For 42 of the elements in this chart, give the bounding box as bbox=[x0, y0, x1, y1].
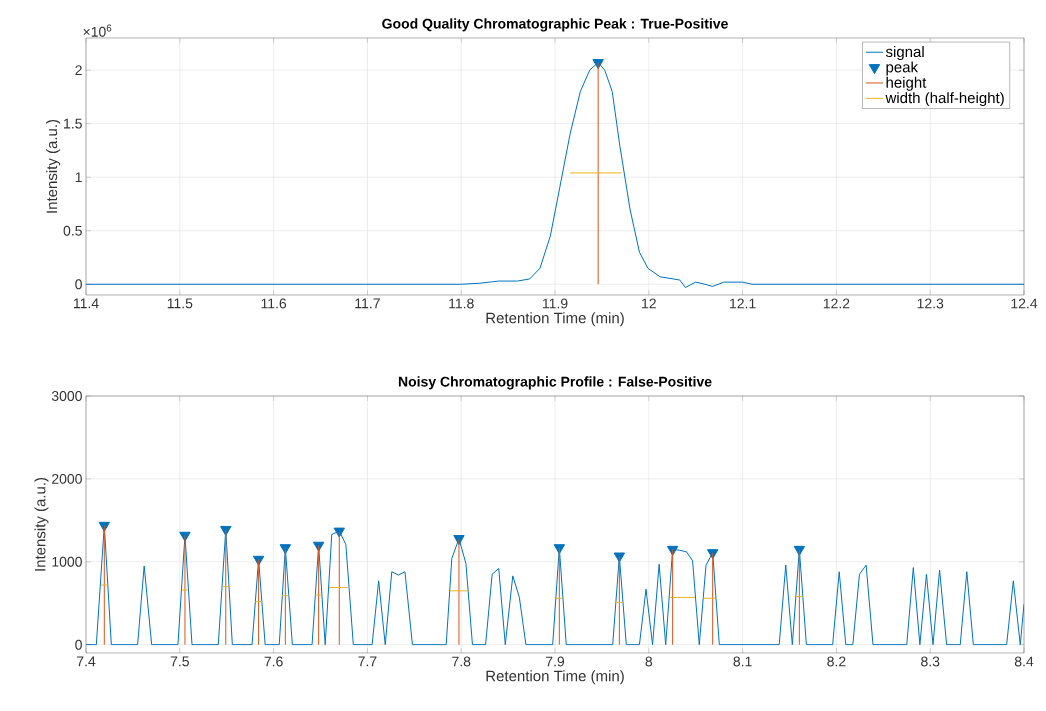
legend-label: signal bbox=[885, 46, 924, 61]
x-tick-label: 7.5 bbox=[170, 656, 189, 667]
x-tick-label: 12.2 bbox=[823, 298, 850, 309]
x-axis-title: Retention Time (min) bbox=[486, 670, 624, 685]
legend-label: height bbox=[886, 76, 927, 91]
y-tick-label: 1000 bbox=[52, 556, 82, 567]
x-axis-title: Retention Time (min) bbox=[486, 312, 624, 327]
x-tick-label: 8.4 bbox=[1014, 656, 1034, 667]
x-tick-label: 11.8 bbox=[449, 298, 474, 309]
y-tick-label: 0.5 bbox=[63, 225, 82, 236]
y-tick-label: 0 bbox=[75, 639, 82, 650]
y-axis-title: Intensity (a.u.) bbox=[46, 119, 61, 213]
x-tick-label: 11.4 bbox=[73, 298, 99, 309]
chart-title: Good Quality Chromatographic Peak : True-Positive bbox=[382, 18, 728, 32]
x-tick-label: 11.7 bbox=[355, 298, 380, 309]
x-tick-label: 8.1 bbox=[733, 656, 752, 667]
text: ×10$^{6}$ bbox=[83, 24, 112, 37]
y-tick-label: 2 bbox=[75, 65, 82, 75]
y-axis-title: Intensity (a.u.) bbox=[34, 477, 49, 571]
y-tick-label: 0 bbox=[75, 279, 82, 290]
x-tick-label: 8 bbox=[645, 656, 653, 667]
x-tick-label: 11.6 bbox=[261, 298, 287, 309]
x-tick-label: 7.8 bbox=[452, 656, 471, 667]
x-tick-label: 8.3 bbox=[921, 656, 940, 667]
chart-title: Noisy Chromatographic Profile : False-Positive bbox=[398, 376, 712, 390]
legend-label: width (half-height) bbox=[885, 92, 1004, 107]
x-tick-label: 7.9 bbox=[546, 656, 565, 667]
x-tick-label: 12.1 bbox=[730, 298, 756, 309]
x-tick-label: 7.6 bbox=[264, 656, 283, 667]
y-tick-label: 3000 bbox=[51, 391, 82, 401]
x-tick-label: 11.9 bbox=[542, 298, 568, 309]
x-tick-label: 7.7 bbox=[358, 656, 377, 667]
x-tick-label: 12.3 bbox=[917, 298, 944, 309]
x-tick-label: 8.2 bbox=[827, 656, 846, 667]
y-tick-label: 1 bbox=[75, 172, 82, 183]
y-tick-label: 1.5 bbox=[64, 118, 82, 129]
legend-label: peak bbox=[886, 61, 919, 76]
x-tick-label: 12.4 bbox=[1011, 298, 1038, 309]
y-tick-label: 2000 bbox=[52, 473, 82, 484]
x-tick-label: 11.5 bbox=[167, 298, 193, 309]
x-tick-label: 7.4 bbox=[77, 656, 96, 667]
x-tick-label: 12 bbox=[642, 298, 656, 309]
